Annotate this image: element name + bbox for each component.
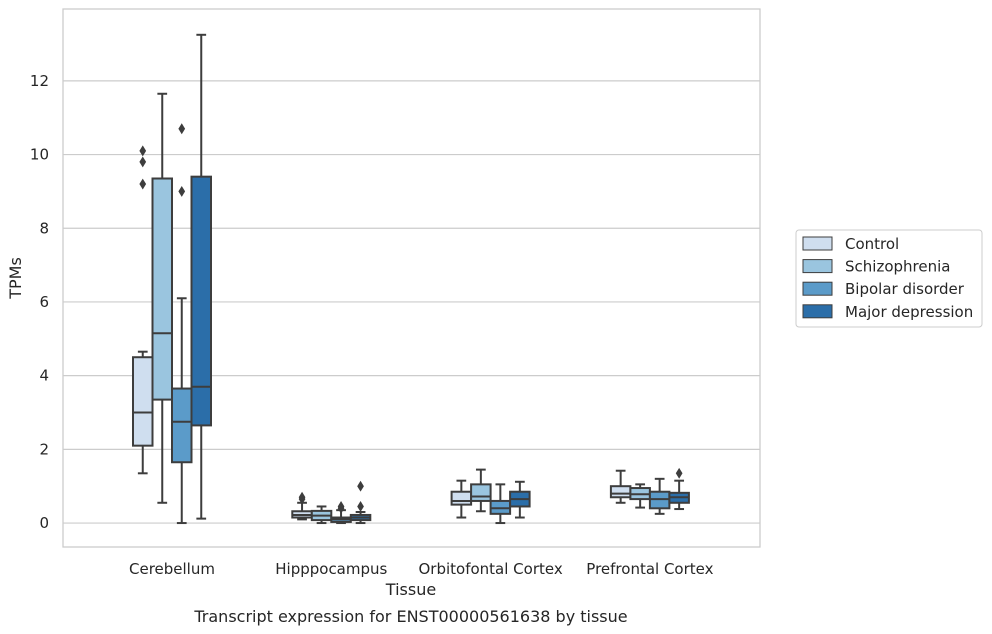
box-2-1: [330, 501, 352, 525]
outlier-point: [178, 123, 186, 135]
box-3-0: [190, 33, 212, 520]
box-0-1: [291, 491, 313, 521]
legend-swatch: [802, 259, 833, 274]
legend-item: Schizophrenia: [802, 258, 950, 276]
legend-label: Major depression: [845, 303, 973, 321]
y-tick-label: 6: [39, 293, 49, 311]
legend: Control Schizophrenia Bipolar disorder Majo…: [795, 229, 983, 328]
iqr-box: [132, 356, 154, 447]
outlier-point: [357, 501, 364, 512]
box-2-2: [489, 483, 512, 525]
boxes-layer: [132, 33, 690, 525]
box-1-3: [629, 483, 651, 509]
y-tick-label: 10: [30, 146, 49, 164]
outlier-point: [139, 178, 147, 190]
x-tick-label: Orbitofontal Cortex: [418, 560, 562, 578]
y-tick-label: 12: [30, 72, 49, 90]
y-axis-label: TPMs: [6, 257, 25, 300]
box-1-1: [310, 505, 333, 525]
outlier-point: [139, 156, 147, 168]
legend-label: Bipolar disorder: [845, 280, 965, 298]
box-2-3: [648, 477, 671, 515]
box-0-3: [609, 469, 632, 504]
legend-swatch: [802, 236, 833, 251]
outlier-point: [178, 185, 186, 197]
x-axis-label: Tissue: [385, 580, 436, 599]
box-3-2: [509, 480, 531, 519]
box-1-2: [470, 468, 492, 513]
y-tick-label: 8: [39, 219, 49, 237]
iqr-box: [171, 387, 193, 464]
iqr-box: [470, 483, 492, 502]
outlier-point: [337, 501, 345, 512]
legend-swatch: [802, 304, 833, 319]
legend-item: Major depression: [802, 303, 973, 321]
box-3-1: [349, 480, 372, 525]
x-tick-label: Cerebellum: [129, 560, 215, 578]
outlier-point: [357, 480, 364, 492]
plot-frame: [62, 8, 761, 548]
outlier-point: [298, 491, 306, 503]
box-3-3: [668, 467, 690, 511]
box-1-0: [151, 92, 173, 504]
outlier-point: [139, 145, 147, 157]
y-tick-label: 4: [39, 367, 49, 385]
legend-frame: [795, 229, 983, 328]
legend-item: Control: [802, 235, 899, 253]
iqr-box: [609, 485, 632, 499]
legend-item: Bipolar disorder: [802, 280, 965, 298]
iqr-box: [450, 490, 473, 506]
x-tick-label: Prefrontal Cortex: [586, 560, 713, 578]
legend-label: Schizophrenia: [845, 258, 950, 276]
legend-swatch: [802, 281, 833, 296]
x-tick-labels: Cerebellum Hipppocampus Orbitofontal Corte…: [129, 560, 714, 578]
legend-label: Control: [845, 235, 899, 253]
y-tick-labels: 0 2 4 6 8 10 12: [30, 72, 49, 532]
outlier-point: [675, 467, 683, 479]
chart-caption: Transcript expression for ENST0000056163…: [193, 607, 627, 626]
iqr-box: [190, 175, 212, 427]
y-tick-label: 2: [39, 440, 49, 458]
box-0-2: [450, 479, 473, 519]
y-tick-label: 0: [39, 514, 49, 532]
box-2-0: [171, 123, 193, 525]
iqr-box: [151, 177, 173, 401]
x-tick-label: Hipppocampus: [275, 560, 387, 578]
box-0-0: [132, 145, 154, 475]
